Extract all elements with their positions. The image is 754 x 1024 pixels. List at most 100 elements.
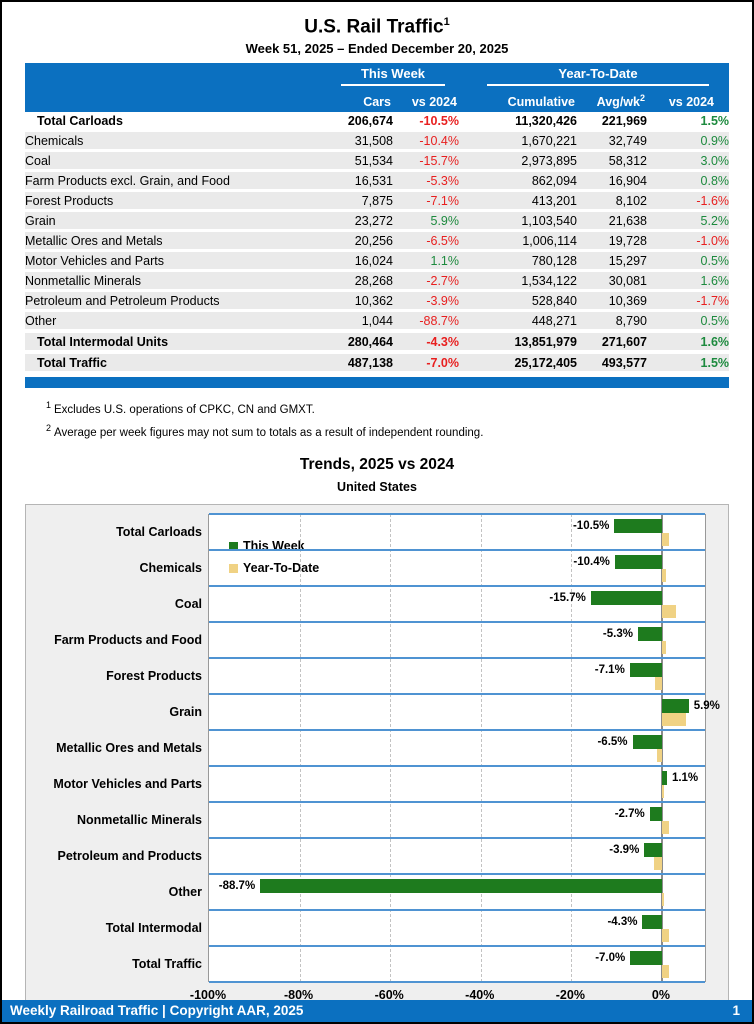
cell-avg-per-week: 32,749 — [577, 130, 647, 153]
bar-value-label: -7.0% — [595, 951, 626, 964]
category-label: Motor Vehicles and Parts — [53, 776, 202, 791]
bar-value-label: 1.1% — [671, 771, 699, 784]
bar-year-to-date — [661, 964, 669, 978]
category-label: Metallic Ores and Metals — [56, 740, 202, 755]
column-group-year-to-date-label: Year-To-Date — [487, 66, 710, 87]
cell-cars: 23,272 — [327, 210, 393, 233]
footnote-ref: 1 — [46, 400, 52, 411]
bar-value-label: 5.9% — [693, 699, 720, 712]
bar-year-to-date — [661, 532, 669, 546]
category-label: Total Carloads — [116, 524, 202, 539]
cell-avg-per-week: 8,102 — [577, 190, 647, 213]
row-label: Chemicals — [25, 130, 327, 153]
bar-value-label: -15.7% — [549, 591, 586, 604]
cell-ytd-vs-2024: -1.7% — [647, 290, 730, 313]
cell-ytd-vs-2024: 1.6% — [647, 270, 730, 293]
gridline — [390, 513, 392, 982]
row-label: Total Intermodal Units — [25, 329, 327, 354]
cell-cars: 206,674 — [327, 112, 393, 133]
bar-value-label: -7.1% — [594, 663, 625, 676]
cell-ytd-vs-2024: 1.5% — [647, 112, 730, 133]
bar-this-week — [614, 554, 662, 569]
cell-cars: 51,534 — [327, 150, 393, 173]
cell-avg-per-week: 8,790 — [577, 310, 647, 333]
row-label: Grain — [25, 210, 327, 233]
bar-this-week — [590, 590, 662, 605]
cell-avg-per-week: 10,369 — [577, 290, 647, 313]
row-label: Total Carloads — [25, 112, 327, 133]
cell-this-week-vs-2024: -3.9% — [393, 290, 459, 313]
bar-year-to-date — [661, 820, 670, 834]
bar-value-label: -4.3% — [607, 915, 638, 928]
footnote: 1 Excludes U.S. operations of CPKC, CN an… — [46, 396, 752, 419]
cell-cars: 16,024 — [327, 250, 393, 273]
bar-year-to-date — [654, 676, 662, 690]
bar-this-week — [644, 842, 662, 857]
cell-cars: 280,464 — [327, 329, 393, 354]
table-row: Coal 51,534 -15.7% 2,973,895 58,312 3.0% — [25, 150, 730, 173]
bar-year-to-date — [661, 640, 666, 654]
report-title-text: U.S. Rail Traffic — [304, 16, 444, 38]
bar-this-week — [637, 626, 662, 641]
bar-value-label: -10.5% — [572, 519, 610, 532]
footer-text: Weekly Railroad Traffic | Copyright AAR,… — [10, 1003, 304, 1018]
cell-this-week-vs-2024: -7.1% — [393, 190, 459, 213]
category-label: Total Traffic — [132, 956, 202, 971]
band-separator — [209, 584, 705, 587]
cell-cumulative: 25,172,405 — [459, 350, 577, 375]
gridline — [299, 513, 301, 982]
bar-value-label: -6.5% — [597, 735, 628, 748]
bar-year-to-date — [661, 604, 676, 618]
x-axis: -100% -80% -60% -40% -20% 0% — [190, 987, 704, 1008]
zero-line — [660, 513, 663, 982]
x-axis-tick-label: -20% — [555, 987, 585, 1002]
footer-page-number: 1 — [732, 1003, 740, 1018]
cell-cumulative: 1,670,221 — [459, 130, 577, 153]
table-row: Nonmetallic Minerals 28,268 -2.7% 1,534,122… — [25, 270, 730, 293]
cell-cars: 20,256 — [327, 230, 393, 253]
bar-value-label: -5.3% — [602, 627, 633, 640]
bar-this-week — [649, 806, 662, 821]
band-separator — [209, 800, 705, 803]
bar-year-to-date — [661, 784, 665, 798]
avg-per-week-label: Avg/wk — [596, 95, 640, 110]
cell-avg-per-week: 15,297 — [577, 250, 647, 273]
report-title: U.S. Rail Traffic1 — [2, 11, 752, 38]
cell-ytd-vs-2024: 0.9% — [647, 130, 730, 153]
band-separator — [209, 512, 705, 515]
cell-avg-per-week: 21,638 — [577, 210, 647, 233]
bar-year-to-date — [661, 892, 665, 906]
bar-value-label: -88.7% — [218, 879, 256, 892]
table-row: Total Traffic 487,138 -7.0% 25,172,405 493,5… — [25, 350, 730, 375]
bar-year-to-date — [661, 568, 667, 582]
chart-subtitle: United States — [337, 479, 417, 494]
bar-value-label: -3.9% — [609, 843, 640, 856]
cell-ytd-vs-2024: 5.2% — [647, 210, 730, 233]
band-separator — [209, 872, 705, 875]
trends-chart: Total Carloads Chemicals Coal Farm Products… — [25, 503, 729, 1016]
cell-this-week-vs-2024: -10.4% — [393, 130, 459, 153]
table-row: Other 1,044 -88.7% 448,271 8,790 0.5% — [25, 310, 730, 333]
cell-cumulative: 1,534,122 — [459, 270, 577, 293]
bar-this-week — [629, 662, 662, 677]
cell-cumulative: 413,201 — [459, 190, 577, 213]
category-label: Farm Products and Food — [54, 632, 202, 647]
bar-this-week — [260, 878, 662, 893]
bar-this-week — [614, 518, 662, 533]
avg-per-week-footnote-ref: 2 — [639, 93, 645, 104]
table-row: Grain 23,272 5.9% 1,103,540 21,638 5.2% — [25, 210, 730, 233]
cell-cars: 28,268 — [327, 270, 393, 293]
cell-this-week-vs-2024: -6.5% — [393, 230, 459, 253]
cell-ytd-vs-2024: -1.0% — [647, 230, 730, 253]
cell-cars: 1,044 — [327, 310, 393, 333]
table-row: Petroleum and Petroleum Products 10,362 -3… — [25, 290, 730, 313]
cell-this-week-vs-2024: 5.9% — [393, 210, 459, 233]
footnote: 2 Average per week figures may not sum to… — [46, 419, 752, 442]
cell-this-week-vs-2024: -15.7% — [393, 150, 459, 173]
table-row: Forest Products 7,875 -7.1% 413,201 8,102 -1.… — [25, 190, 730, 213]
cell-avg-per-week: 19,728 — [577, 230, 647, 253]
row-label: Coal — [25, 150, 327, 173]
table-header: This Week Year-To-Date Cars vs 2024 Cumu… — [25, 63, 730, 113]
bar-this-week — [630, 950, 662, 965]
